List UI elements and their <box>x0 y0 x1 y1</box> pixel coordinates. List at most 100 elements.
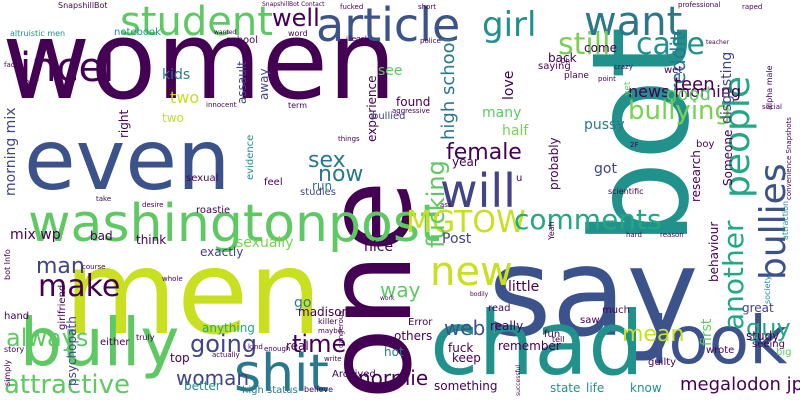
word-experience: experience <box>365 75 379 142</box>
word-chad: chad <box>430 292 644 395</box>
word-remember: remember <box>498 339 561 353</box>
word-run: run <box>312 179 333 193</box>
word-two-2: two <box>162 111 184 125</box>
word-article: article <box>316 0 461 52</box>
word-will: will <box>440 164 516 218</box>
word-study: study <box>746 329 780 343</box>
word-exactly: exactly <box>200 245 244 259</box>
word-work: work <box>380 295 395 302</box>
word-fact: fact <box>4 61 18 69</box>
word-maybe: maybe <box>318 327 343 335</box>
word-come: come <box>584 41 618 55</box>
word-incel: incel <box>20 45 115 91</box>
word-love: love <box>501 70 517 100</box>
word-now: now <box>318 162 364 187</box>
word-really: really <box>490 319 524 333</box>
word-hot: hot <box>384 345 404 359</box>
word-attraction: attraction <box>781 200 790 240</box>
word-school: school <box>226 35 259 46</box>
word-SnapshillBot-Contact: SnapshillBot Contact <box>262 1 325 8</box>
word-whole: whole <box>162 275 183 283</box>
word-IQ: IQ <box>22 79 30 87</box>
word-bullying: bullying <box>628 96 732 126</box>
word-real: real <box>286 339 309 353</box>
word-think: think <box>136 233 167 247</box>
word-student: student <box>120 0 273 45</box>
word-go: go <box>294 295 312 311</box>
word-illegal: illegal <box>346 35 367 43</box>
word-word: word <box>288 29 308 38</box>
word-boy: boy <box>696 139 715 150</box>
word-take: take <box>96 195 112 203</box>
word-megalodon-jp: megalodon jp <box>680 374 800 395</box>
word-professional: professional <box>678 1 721 9</box>
word-two: two <box>170 88 200 107</box>
word-Error: Error <box>408 317 433 328</box>
word-Oh: Oh <box>560 57 570 65</box>
word-either: either <box>100 337 130 348</box>
word-always: always <box>6 324 89 352</box>
word-seeing: seeing <box>752 339 785 350</box>
word-got: got <box>594 161 617 177</box>
word-enough: enough <box>264 345 291 353</box>
word-guilty: guilty <box>648 357 677 368</box>
word-high-school: high school <box>438 37 459 140</box>
word-reason: reason <box>660 231 684 239</box>
word-new: new <box>430 249 513 295</box>
word-away: away <box>257 68 271 100</box>
word-attractive: attractive <box>4 370 131 400</box>
word-fucked: fucked <box>340 3 364 11</box>
word-wet: wet <box>664 65 683 76</box>
word-little: little <box>508 279 540 295</box>
word-course: course <box>82 263 106 271</box>
word-write: write <box>324 355 342 363</box>
word-comments: comments <box>514 203 662 236</box>
word-year: year <box>452 155 479 169</box>
word-society: society <box>763 275 772 304</box>
word-sex: sex <box>308 148 346 173</box>
word-big: big <box>776 347 792 358</box>
word-many: many <box>482 105 522 121</box>
word-make: make <box>38 269 121 304</box>
word-killer: killer <box>318 317 338 326</box>
word-anything: anything <box>202 321 255 335</box>
word-well: well <box>272 4 320 32</box>
word-right: right <box>117 109 131 138</box>
word-know: know <box>630 381 662 395</box>
word-hand: hand <box>4 311 30 322</box>
word-simply: simply <box>3 359 12 386</box>
word-Yeah: Yeah <box>547 221 556 240</box>
word-sexual: sexual <box>186 173 219 184</box>
word-Someone: Someone <box>721 129 735 186</box>
word-things: things <box>338 135 360 143</box>
word-hard: hard <box>626 231 642 239</box>
word-evidence: evidence <box>245 134 256 180</box>
word-kind: kind <box>248 343 263 351</box>
word-woman: woman <box>176 366 250 390</box>
word-Post: Post <box>442 231 472 247</box>
word-way: way <box>380 278 421 302</box>
word-short: short <box>418 3 436 11</box>
word-scientific: scientific <box>608 187 644 196</box>
word-believe: believe <box>304 385 334 394</box>
word-behaviour: behaviour <box>707 221 721 282</box>
word-teacher: teacher <box>706 39 729 46</box>
word-bad: bad <box>90 229 113 243</box>
word-u: u <box>516 173 523 184</box>
word-going: going <box>190 330 258 358</box>
word-time: time <box>292 330 347 358</box>
word-story: story <box>4 345 25 354</box>
word-wanted: wanted <box>214 29 237 36</box>
word-teen: teen <box>674 74 715 95</box>
word-actually: actually <box>212 351 240 359</box>
word-state: state <box>550 381 581 395</box>
word-yet: yet <box>623 81 633 96</box>
word-found: found <box>396 95 431 109</box>
word-feel: feel <box>264 177 283 188</box>
word-nice: nice <box>364 239 394 255</box>
word-sexually: sexually <box>236 235 294 251</box>
word-bullied: bullied <box>372 111 406 122</box>
word-tell: tell <box>552 335 565 344</box>
word-bully: bully <box>20 304 180 381</box>
word-disgusting: disgusting <box>719 51 735 124</box>
